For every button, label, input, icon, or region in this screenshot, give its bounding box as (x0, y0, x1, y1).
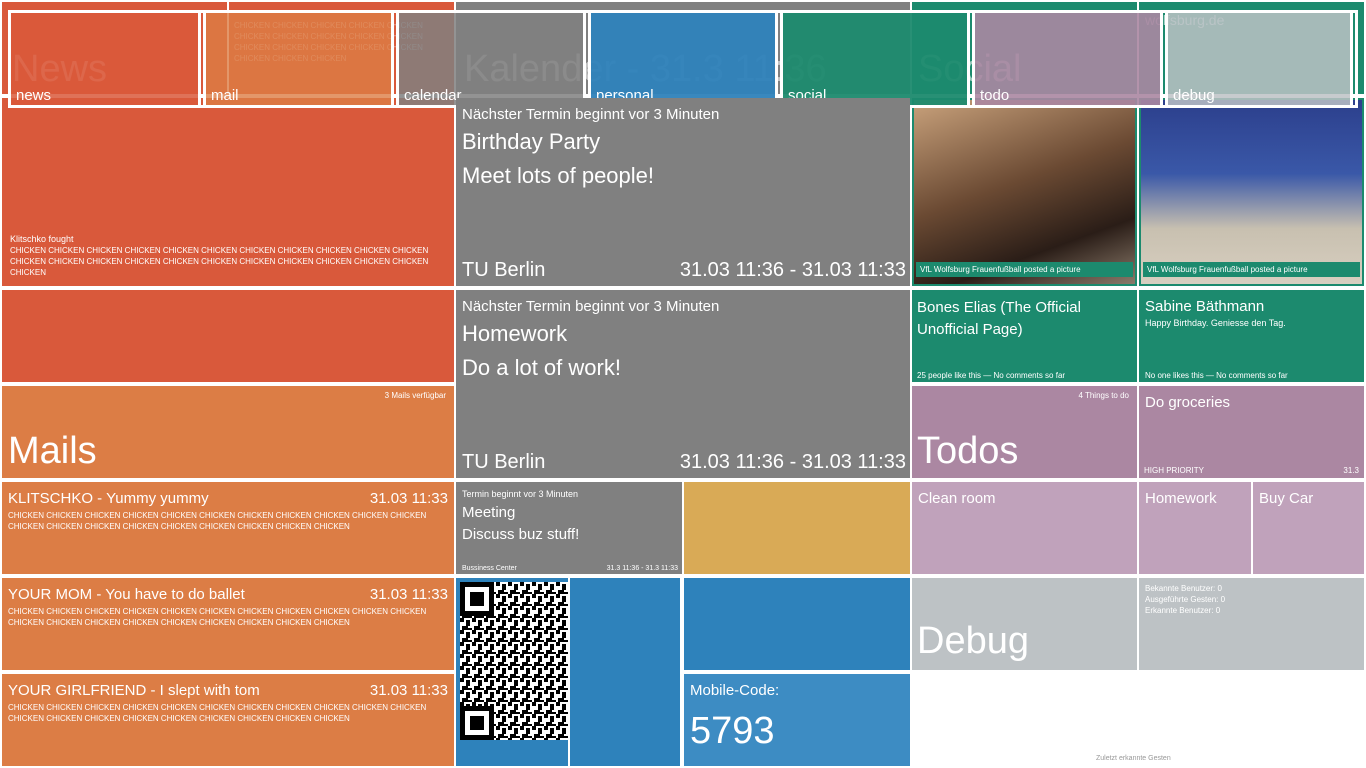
qr-tile (456, 578, 568, 766)
mail-subject: YOUR MOM - You have to do ballet (8, 586, 245, 603)
todo-tile: Clean room (912, 482, 1137, 574)
news-tile (2, 290, 454, 382)
picture-caption: VfL Wolfsburg Frauenfußball posted a pic… (916, 262, 1133, 277)
nav-tile[interactable]: personal (588, 13, 778, 105)
event-time: 31.3 11:36 - 31.3 11:33 (606, 565, 678, 572)
qr-code (460, 582, 568, 740)
mail-tile: KLITSCHKO - Yummy yummy 31.03 11:33 CHICKE… (2, 482, 454, 574)
mail-subject: YOUR GIRLFRIEND - I slept with tom (8, 682, 260, 699)
todo-header-tile: 4 Things to do Todos (912, 386, 1137, 478)
event-time: 31.03 11:36 - 31.03 11:33 (679, 259, 906, 281)
social-post-tile: Bones Elias (The Official Unofficial Pag… (912, 290, 1137, 382)
news-item-body: CHICKEN CHICKEN CHICKEN CHICKEN CHICKEN … (10, 246, 429, 277)
mail-count: 3 Mails verfügbar (384, 391, 446, 400)
todo-title: Todos (917, 430, 1019, 472)
event-time: 31.03 11:36 - 31.03 11:33 (679, 451, 906, 473)
event-title: Homework (462, 321, 568, 346)
mail-tile: YOUR GIRLFRIEND - I slept with tom 31.03 … (2, 674, 454, 766)
nav-tile[interactable]: mail (203, 13, 394, 105)
event-tile: Termin beginnt vor 3 Minuten Meeting Discu… (456, 482, 682, 574)
todo-date: 31.3 (1343, 466, 1359, 475)
social-picture-tile: VfL Wolfsburg Frauenfußball posted a pic… (912, 98, 1137, 286)
todo-item: Homework (1145, 490, 1217, 507)
picture-caption: VfL Wolfsburg Frauenfußball posted a pic… (1143, 262, 1360, 277)
post-text: Happy Birthday. Geniesse den Tag. (1145, 318, 1286, 328)
nav-label[interactable]: debug (1173, 87, 1215, 104)
event-location: Bussiness Center (462, 565, 517, 572)
mail-header-tile: 3 Mails verfügbar Mails (2, 386, 454, 478)
post-stats: No one likes this — No comments so far (1145, 371, 1288, 380)
todo-item: Do groceries (1145, 394, 1231, 411)
mobile-code: 5793 (690, 710, 775, 752)
mail-subject: KLITSCHKO - Yummy yummy (8, 490, 209, 507)
mobile-code-label: Mobile-Code: (690, 682, 780, 699)
nav-label[interactable]: todo (980, 87, 1010, 104)
nav-tile[interactable]: debug (1165, 13, 1353, 105)
event-title: Birthday Party (462, 129, 601, 154)
tile (684, 578, 910, 670)
event-title: Meeting (462, 504, 516, 521)
social-post-tile: Sabine Bäthmann Happy Birthday. Geniesse… (1139, 290, 1364, 382)
nav-tile[interactable]: social (780, 13, 970, 105)
todo-priority: HIGH PRIORITY (1144, 466, 1205, 475)
todo-item: Buy Car (1259, 490, 1314, 507)
todo-item: Clean room (918, 490, 996, 507)
mail-time: 31.03 11:33 (369, 490, 448, 507)
event-location: TU Berlin (462, 259, 546, 281)
debug-title: Debug (917, 620, 1029, 662)
nav-tile[interactable]: calendar (396, 13, 586, 105)
mail-tile: YOUR MOM - You have to do ballet 31.03 11… (2, 578, 454, 670)
mail-body: CHICKEN CHICKEN CHICKEN CHICKEN CHICKEN … (8, 607, 427, 627)
event-notice: Nächster Termin beginnt vor 3 Minuten (462, 298, 720, 315)
mail-body: CHICKEN CHICKEN CHICKEN CHICKEN CHICKEN … (8, 703, 427, 723)
post-stats: 25 people like this — No comments so far (917, 371, 1066, 380)
nav-tile[interactable]: news (11, 13, 201, 105)
event-tile: Nächster Termin beginnt vor 3 Minuten Bir… (456, 98, 910, 286)
news-item-tile: Klitschko fought CHICKEN CHICKEN CHICKEN… (2, 98, 454, 286)
debug-stat: Bekannte Benutzer: 0 (1145, 584, 1222, 593)
debug-stats-tile: Bekannte Benutzer: 0 Ausgeführte Gesten: … (1139, 578, 1364, 670)
todo-featured-tile: Do groceries HIGH PRIORITY 31.3 (1139, 386, 1364, 478)
tile (570, 578, 680, 766)
gestures-label: Zuletzt erkannte Gesten (1096, 755, 1171, 762)
nav-bar: news mail calendar personal social todo debug (8, 10, 1358, 108)
tile (684, 482, 910, 574)
nav-label[interactable]: mail (211, 87, 239, 104)
nav-label[interactable]: news (16, 87, 52, 104)
mail-title: Mails (8, 430, 97, 472)
event-description: Discuss buz stuff! (462, 526, 580, 543)
debug-stat: Erkannte Benutzer: 0 (1145, 606, 1221, 615)
nav-tile[interactable]: todo (972, 13, 1163, 105)
event-tile: Nächster Termin beginnt vor 3 Minuten Hom… (456, 290, 910, 478)
event-location: TU Berlin (462, 451, 546, 473)
debug-stat: Ausgeführte Gesten: 0 (1145, 595, 1226, 604)
mail-time: 31.03 11:33 (369, 586, 448, 603)
nav-label[interactable]: calendar (404, 87, 462, 104)
photo (1141, 100, 1362, 284)
event-description: Do a lot of work! (462, 355, 621, 380)
todo-count: 4 Things to do (1078, 391, 1129, 400)
event-notice: Termin beginnt vor 3 Minuten (462, 489, 579, 499)
news-item-title: Klitschko fought (10, 234, 74, 244)
mail-body: CHICKEN CHICKEN CHICKEN CHICKEN CHICKEN … (8, 511, 427, 531)
debug-header-tile: Debug (912, 578, 1137, 670)
mail-time: 31.03 11:33 (369, 682, 448, 699)
photo (914, 100, 1135, 284)
post-author: Bones Elias (The Official Unofficial Pag… (917, 299, 1081, 338)
event-description: Meet lots of people! (462, 163, 655, 188)
post-author: Sabine Bäthmann (1145, 298, 1265, 315)
event-notice: Nächster Termin beginnt vor 3 Minuten (462, 106, 720, 123)
todo-tile: Homework (1139, 482, 1251, 574)
social-picture-tile: VfL Wolfsburg Frauenfußball posted a pic… (1139, 98, 1364, 286)
mobile-code-tile: Mobile-Code: 5793 (684, 674, 910, 766)
todo-tile: Buy Car (1253, 482, 1364, 574)
